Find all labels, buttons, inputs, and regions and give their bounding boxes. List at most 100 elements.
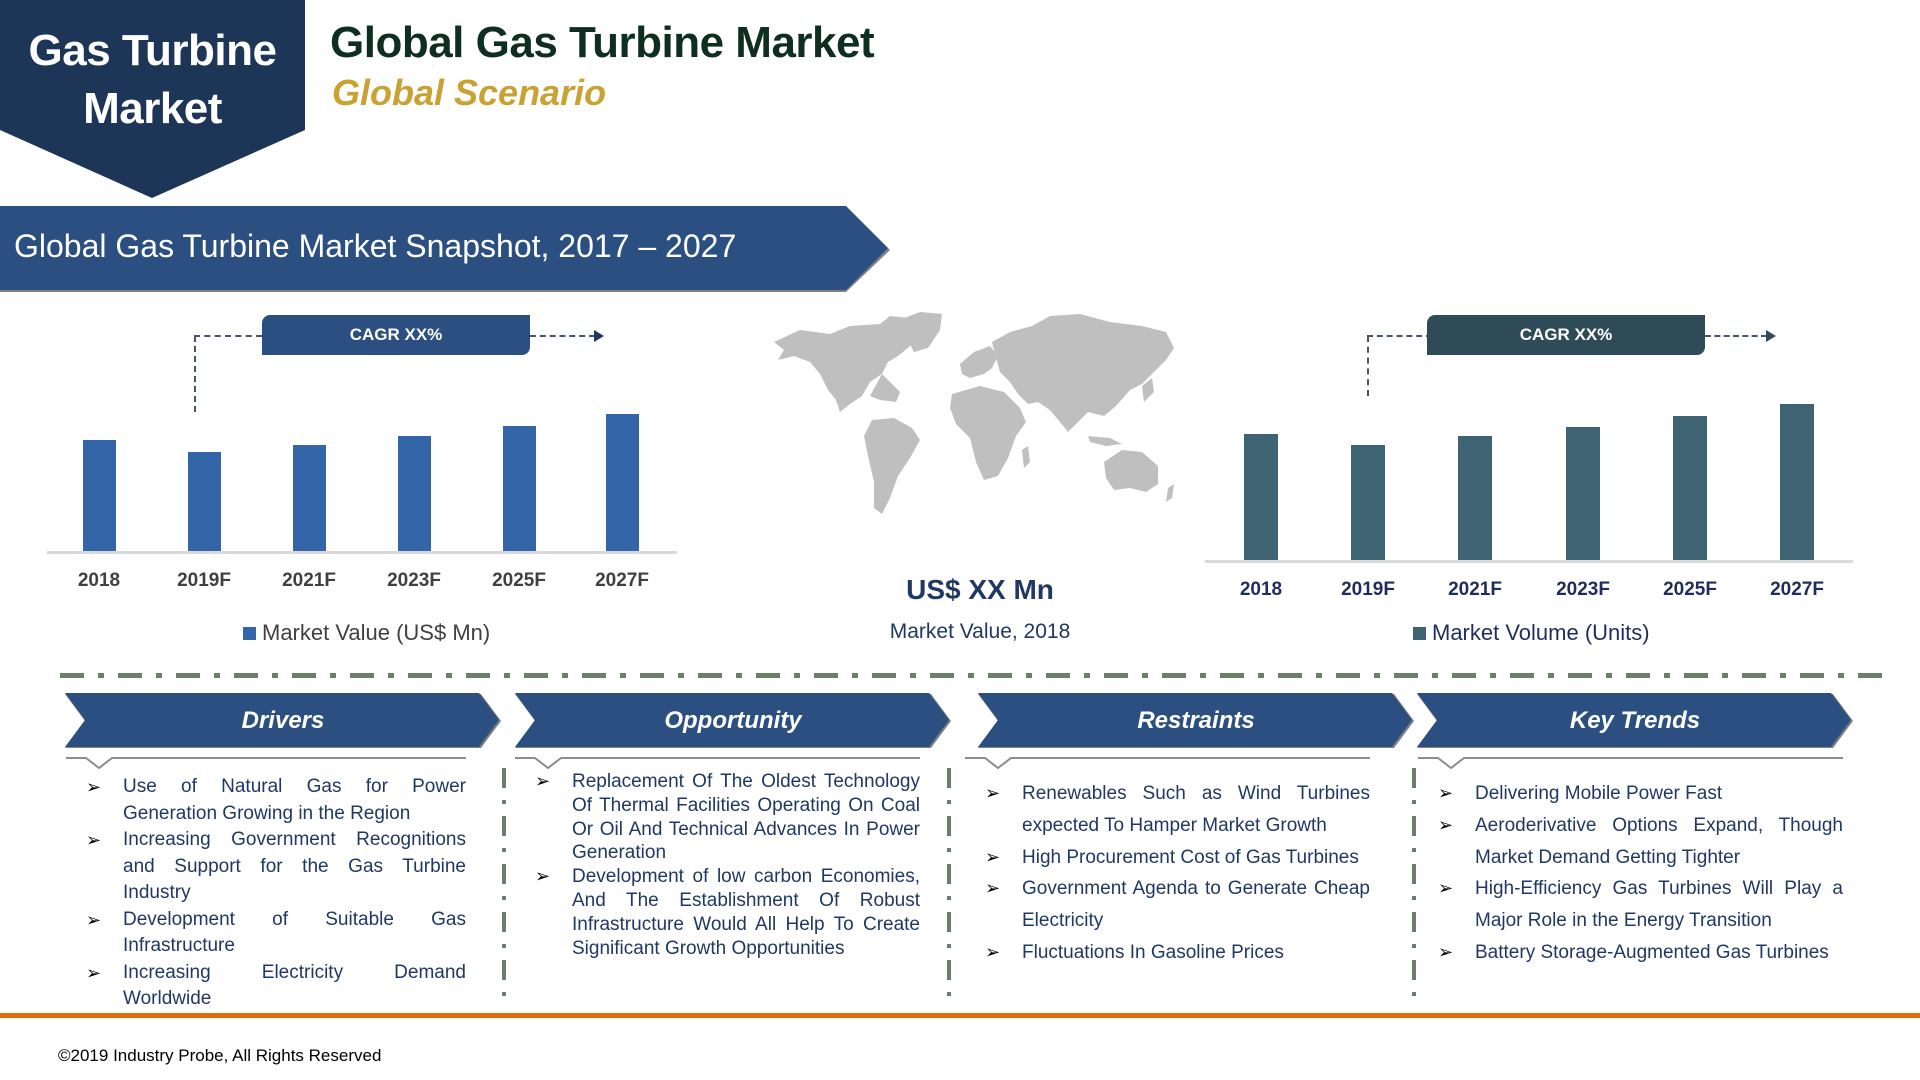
- x-axis-label: 2027F: [595, 570, 649, 591]
- page-subtitle: Global Scenario: [332, 72, 607, 113]
- list-item: ➢ Development of low carbon Economies, An…: [515, 865, 920, 960]
- x-axis-label: 2025F: [492, 570, 546, 591]
- volume-bars: [1205, 400, 1855, 561]
- bar-2025f: [1673, 416, 1707, 561]
- section-title: Drivers: [241, 707, 325, 734]
- list-item-text: High Procurement Cost of Gas Turbines: [1022, 846, 1359, 868]
- volume-x-labels: 2018 2019F 2021F 2023F 2025F 2027F: [1205, 579, 1855, 603]
- x-axis-label: 2018: [1239, 579, 1283, 600]
- section-title: Restraints: [1137, 707, 1255, 734]
- bar-2018: [82, 440, 116, 552]
- bar-2019f: [1351, 445, 1385, 561]
- chevron-shape: [978, 693, 1414, 748]
- world-map-icon: [774, 312, 1174, 514]
- bar-2023f: [1566, 427, 1600, 561]
- cagr-connector-right: [530, 335, 595, 337]
- value-x-labels: 2018 2019F 2021F 2023F 2025F 2027F: [45, 570, 675, 594]
- x-axis-label: 2021F: [282, 570, 336, 591]
- list-item-text: Development of Suitable Gas Infrastructu…: [123, 908, 466, 957]
- list-item: ➢ Replacement Of The Oldest Technology Of…: [515, 770, 920, 865]
- list-item: ➢ Aeroderivative Options Expand, Though M…: [1418, 810, 1843, 874]
- market-value-headline: US$ XX Mn: [906, 574, 1054, 605]
- arrow-bullet-icon: ➢: [86, 777, 102, 797]
- callout-line: [66, 757, 466, 770]
- badge-shape: [0, 0, 305, 198]
- bar-2027f: [1780, 404, 1814, 561]
- restraints-list: ➢ Renewables Such as Wind Turbines expect…: [965, 778, 1370, 969]
- list-item-text: Replacement Of The Oldest Technology Of …: [572, 771, 920, 864]
- arrow-bullet-icon: ➢: [985, 846, 1001, 867]
- badge-title: Gas Turbine Market: [0, 22, 305, 138]
- volume-legend: Market Volume (Units): [1413, 620, 1650, 646]
- arrow-bullet-icon: ➢: [985, 783, 1001, 803]
- legend-label: Market Volume (Units): [1432, 620, 1650, 645]
- arrow-bullet-icon: ➢: [535, 771, 551, 791]
- banner-arrow-shape: [0, 206, 890, 292]
- bar-2021f: [292, 445, 326, 552]
- bar-2023f: [397, 436, 431, 552]
- list-item-text: Renewables Such as Wind Turbines expecte…: [1022, 783, 1370, 836]
- chevron-shape: [1417, 693, 1853, 748]
- list-item-text: Aeroderivative Options Expand, Though Ma…: [1475, 814, 1843, 868]
- legend-label: Market Value (US$ Mn): [262, 620, 491, 645]
- callout-line: [1418, 757, 1843, 770]
- list-item-text: Use of Natural Gas for Power Generation …: [123, 776, 466, 824]
- callout-line: [515, 757, 920, 770]
- market-value-chart: CAGR XX% 2018 2019F 2021F 2023F 2025F 2027F M…: [45, 300, 677, 645]
- cagr-connector-vertical: [194, 336, 196, 412]
- arrow-bullet-icon: ➢: [86, 962, 102, 983]
- bar-2019f: [187, 452, 221, 552]
- x-axis-label: 2023F: [387, 570, 441, 591]
- bar-2018: [1244, 434, 1278, 561]
- list-item-text: Fluctuations In Gasoline Prices: [1022, 941, 1284, 963]
- drivers-list: ➢ Use of Natural Gas for Power Generation…: [66, 774, 466, 1013]
- list-item: ➢ Increasing Electricity Demand Worldwide: [66, 960, 466, 1013]
- badge-line-1: Gas Turbine: [28, 26, 277, 75]
- arrow-bullet-icon: ➢: [1438, 941, 1454, 962]
- arrow-bullet-icon: ➢: [86, 909, 102, 930]
- x-axis-label: 2021F: [1448, 579, 1502, 600]
- snapshot-banner: Global Gas Turbine Market Snapshot, 2017…: [0, 206, 892, 292]
- arrow-right-icon: [594, 330, 604, 342]
- market-value-caption: Market Value, 2018: [889, 620, 1071, 643]
- section-header-drivers: Drivers: [65, 693, 501, 749]
- cagr-connector-right: [1705, 335, 1767, 337]
- header-badge: Gas Turbine Market: [0, 0, 305, 198]
- x-axis-line: [47, 551, 677, 554]
- page-title: Global Gas Turbine Market: [330, 18, 875, 67]
- opportunity-list: ➢ Replacement Of The Oldest Technology Of…: [515, 770, 920, 960]
- arrow-bullet-icon: ➢: [1438, 878, 1454, 899]
- cagr-badge: CAGR XX%: [1427, 315, 1705, 355]
- x-axis-label: 2023F: [1556, 579, 1610, 600]
- arrow-bullet-icon: ➢: [1438, 783, 1454, 803]
- list-item: ➢ Fluctuations In Gasoline Prices: [965, 937, 1370, 969]
- list-item: ➢ Delivering Mobile Power Fast: [1418, 778, 1843, 810]
- bar-2021f: [1458, 436, 1492, 561]
- badge-line-2: Market: [83, 84, 222, 133]
- arrow-right-icon: [1766, 330, 1776, 342]
- section-header-restraints: Restraints: [978, 693, 1414, 749]
- section-title: Opportunity: [664, 707, 802, 734]
- arrow-bullet-icon: ➢: [535, 866, 551, 887]
- snapshot-title: Global Gas Turbine Market Snapshot, 2017…: [14, 228, 737, 264]
- chevron-shape: [65, 693, 501, 748]
- legend-swatch: [1413, 626, 1426, 640]
- value-bars: [45, 412, 675, 552]
- market-volume-chart: CAGR XX% 2018 2019F 2021F 2023F 2025F 2027F M…: [1205, 300, 1855, 645]
- section-title: Key Trends: [1569, 707, 1701, 734]
- x-axis-label: 2019F: [177, 570, 231, 591]
- list-item: ➢ Increasing Government Recognitions and …: [66, 827, 466, 907]
- callout-line: [965, 757, 1370, 770]
- list-item-text: Increasing Government Recognitions and S…: [123, 829, 466, 903]
- list-item-text: Government Agenda to Generate Cheap Elec…: [1022, 878, 1370, 932]
- column-separator: [502, 768, 506, 1008]
- list-item-text: Battery Storage-Augmented Gas Turbines: [1475, 941, 1829, 963]
- key-trends-list: ➢ Delivering Mobile Power Fast ➢ Aeroderiva…: [1418, 778, 1843, 969]
- cagr-connector-vertical: [1367, 336, 1369, 396]
- list-item: ➢ Government Agenda to Generate Cheap Ele…: [965, 873, 1370, 937]
- section-header-opportunity: Opportunity: [515, 693, 951, 749]
- cagr-connector-left: [1367, 335, 1432, 337]
- list-item-text: High-Efficiency Gas Turbines Will Play a…: [1475, 878, 1843, 932]
- list-item-text: Development of low carbon Economies, And…: [572, 866, 920, 959]
- x-axis-label: 2018: [77, 570, 121, 591]
